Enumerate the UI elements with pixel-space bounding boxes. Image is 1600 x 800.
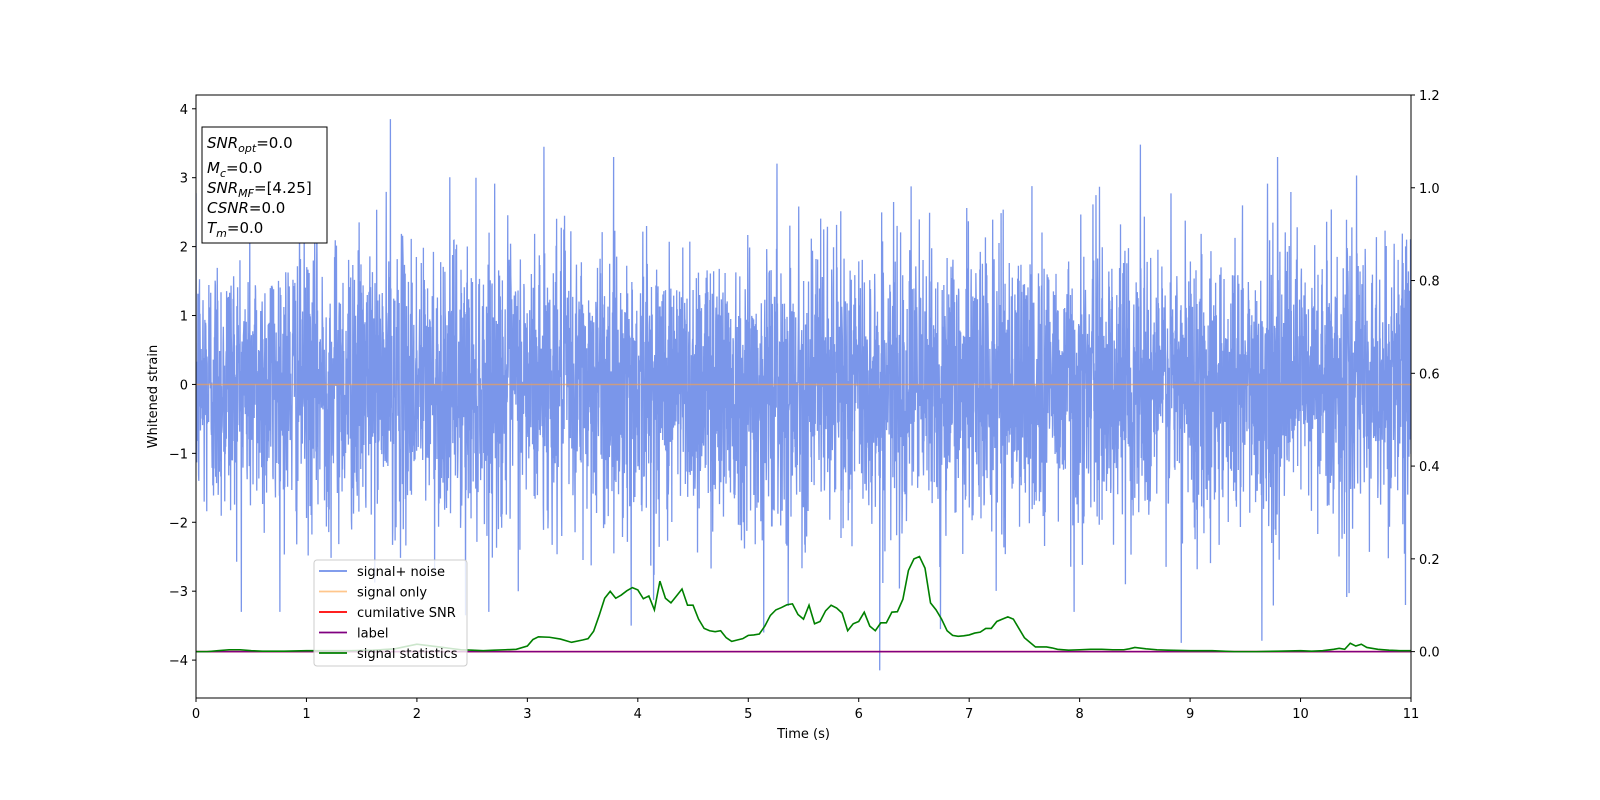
y-tick-label: 3	[180, 172, 188, 187]
series-line-signal-statistics	[196, 555, 1411, 653]
y-tick-label: −4	[169, 654, 188, 669]
x-tick-label: 8	[1075, 707, 1083, 722]
y2-tick-label: 1.2	[1419, 89, 1440, 104]
info-box-line: Mc=0.0	[207, 159, 262, 180]
axes-frame	[195, 94, 1412, 699]
x-tick-label: 1	[302, 707, 310, 722]
x-tick-label: 0	[192, 707, 200, 722]
legend-label: signal statistics	[357, 647, 458, 662]
right-y-axis-ticks: 1.2 1.0 0.8 0.6 0.4 0.2 0.0	[1411, 89, 1440, 661]
x-tick-label: 11	[1403, 707, 1420, 722]
y-tick-label: 2	[180, 241, 188, 256]
y-tick-label: 0	[180, 378, 188, 393]
info-box-line: SNRopt=0.0	[207, 134, 293, 155]
y-axis-ticks: 4 3 2 1 0 −1 −2 −3 −4	[169, 103, 196, 669]
series-line-signal-noise	[196, 119, 1411, 671]
x-tick-label: 4	[634, 707, 642, 722]
legend-label: label	[357, 627, 388, 642]
y-axis-label: Whitened strain	[146, 345, 161, 448]
legend-label: signal only	[357, 586, 427, 601]
info-box-line: Tm=0.0	[207, 219, 263, 240]
x-tick-label: 5	[744, 707, 752, 722]
x-tick-label: 7	[965, 707, 973, 722]
y-tick-label: 4	[180, 103, 188, 118]
y-tick-label: −2	[169, 516, 188, 531]
x-tick-label: 9	[1186, 707, 1194, 722]
info-box-line: SNRMF=[4.25]	[207, 179, 312, 200]
x-tick-label: 6	[855, 707, 863, 722]
x-tick-label: 2	[413, 707, 421, 722]
info-box-frame	[201, 126, 328, 244]
y-tick-label: −3	[169, 585, 188, 600]
y2-tick-label: 0.2	[1419, 553, 1440, 568]
x-axis-ticks: 0 1 2 3 4 5 6 7 8 9 10 11	[192, 698, 1419, 722]
y2-tick-label: 0.6	[1419, 367, 1440, 382]
legend-frame	[313, 559, 468, 667]
y2-tick-label: 0.4	[1419, 460, 1440, 475]
x-axis-label: Time (s)	[776, 727, 830, 742]
y2-tick-label: 0.0	[1419, 646, 1440, 661]
y2-tick-label: 0.8	[1419, 275, 1440, 290]
x-tick-label: 10	[1292, 707, 1309, 722]
legend-label: signal+ noise	[357, 565, 445, 580]
legend: signal+ noise signal only cumilative SNR la…	[313, 559, 468, 667]
info-box-line: CSNR=0.0	[207, 199, 285, 217]
x-tick-label: 3	[523, 707, 531, 722]
y2-tick-label: 1.0	[1419, 182, 1440, 197]
y-tick-label: −1	[169, 447, 188, 462]
y-tick-label: 1	[180, 310, 188, 325]
legend-label: cumilative SNR	[357, 606, 456, 621]
